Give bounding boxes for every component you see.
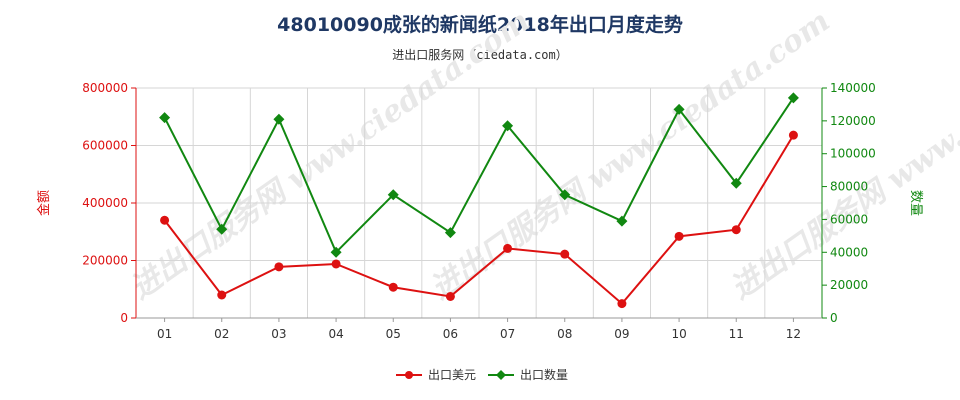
data-point-export-usd: [445, 291, 455, 301]
x-axis-tick-label: 10: [671, 327, 686, 341]
data-point-export-quantity: [730, 177, 742, 189]
x-axis-tick-label: 02: [214, 327, 229, 341]
data-point-export-usd: [560, 249, 570, 259]
x-axis-tick-label: 06: [443, 327, 458, 341]
data-point-export-quantity: [616, 215, 628, 227]
x-axis-tick-label: 01: [157, 327, 172, 341]
data-point-export-usd: [217, 290, 227, 300]
legend-marker: [496, 370, 506, 380]
x-axis-tick-label: 04: [328, 327, 343, 341]
left-axis-tick-label: 600000: [82, 139, 128, 153]
data-point-export-usd: [674, 231, 684, 241]
left-axis-tick-label: 400000: [82, 196, 128, 210]
data-point-export-quantity: [502, 120, 514, 132]
series-line-export-usd: [163, 134, 795, 306]
data-point-export-quantity: [787, 92, 799, 104]
right-axis-title: 数量: [908, 190, 923, 216]
data-point-export-quantity: [387, 189, 399, 201]
right-axis-tick-label: 120000: [830, 114, 876, 128]
x-axis-tick-label: 11: [729, 327, 744, 341]
right-axis-tick-label: 80000: [830, 180, 868, 194]
left-axis-tick-label: 800000: [82, 81, 128, 95]
x-axis-tick-label: 09: [614, 327, 629, 341]
data-point-export-usd: [788, 130, 798, 140]
chart-subtitle: 进出口服务网（ciedata.com）: [392, 48, 568, 62]
x-axis-tick-label: 05: [386, 327, 401, 341]
legend-label: 出口美元: [428, 368, 476, 382]
data-point-export-quantity: [273, 113, 285, 125]
right-axis-tick-label: 0: [830, 311, 838, 325]
left-axis-tick-label: 200000: [82, 254, 128, 268]
left-axis-title: 金额: [36, 190, 52, 216]
data-point-export-usd: [617, 299, 627, 309]
data-point-export-quantity: [559, 189, 571, 201]
right-axis-tick-label: 100000: [830, 147, 876, 161]
right-axis-tick-label: 40000: [830, 245, 868, 259]
data-point-export-usd: [160, 215, 170, 225]
legend-label: 出口数量: [520, 367, 568, 382]
data-point-export-usd: [274, 262, 284, 272]
legend-marker: [405, 371, 413, 379]
data-point-export-quantity: [159, 112, 171, 124]
data-point-export-quantity: [673, 103, 685, 115]
right-axis-tick-label: 140000: [830, 81, 876, 95]
series-line-export-quantity: [163, 97, 795, 255]
left-axis-tick-label: 0: [120, 311, 128, 325]
right-axis-tick-label: 60000: [830, 212, 868, 226]
data-point-export-usd: [503, 243, 513, 253]
data-point-export-quantity: [216, 223, 228, 235]
data-point-export-quantity: [444, 227, 456, 239]
chart-title: 48010090成张的新闻纸2018年出口月度走势: [277, 14, 683, 36]
x-axis-tick-label: 12: [786, 327, 801, 341]
data-point-export-usd: [731, 225, 741, 235]
data-point-export-quantity: [330, 246, 342, 258]
x-axis-tick-label: 07: [500, 327, 515, 341]
data-point-export-usd: [388, 282, 398, 292]
x-axis-tick-label: 03: [271, 327, 286, 341]
right-axis-tick-label: 20000: [830, 278, 868, 292]
x-axis-tick-label: 08: [557, 327, 572, 341]
data-point-export-usd: [331, 259, 341, 269]
